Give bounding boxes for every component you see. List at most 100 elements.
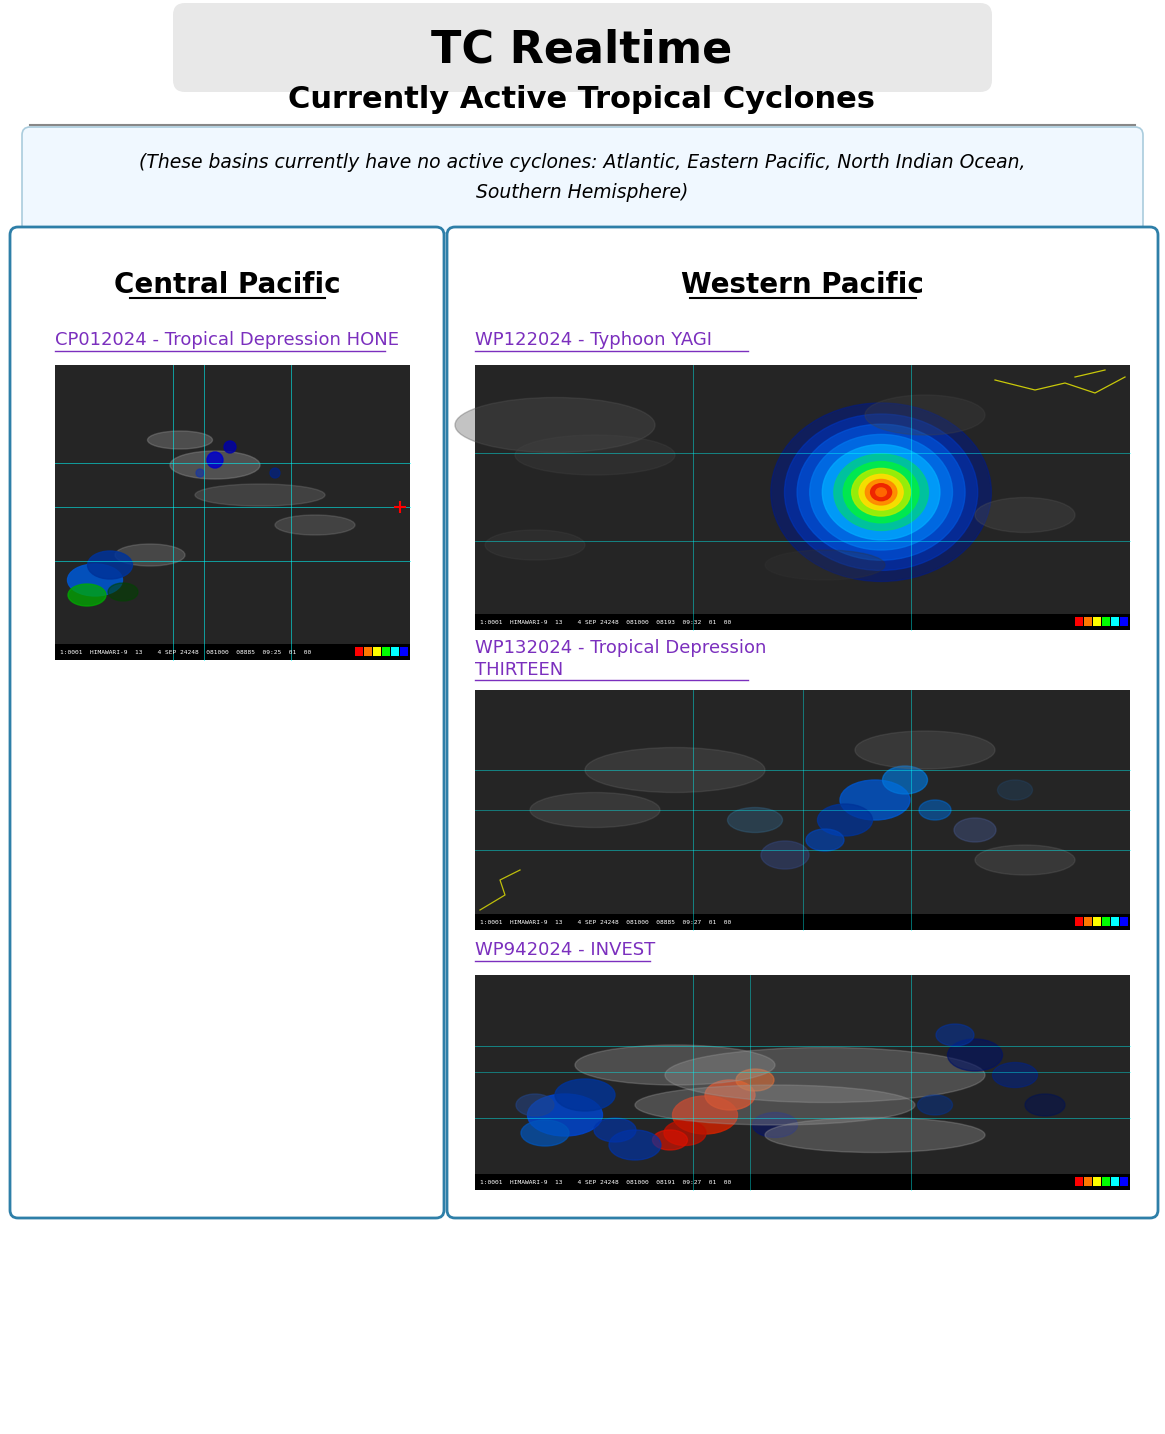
Ellipse shape <box>275 515 355 535</box>
Ellipse shape <box>810 435 953 551</box>
Ellipse shape <box>870 483 891 500</box>
Ellipse shape <box>918 1096 953 1116</box>
FancyBboxPatch shape <box>22 128 1143 232</box>
Ellipse shape <box>87 551 133 579</box>
Ellipse shape <box>765 551 885 579</box>
Ellipse shape <box>108 584 137 601</box>
Text: 1:0001  HIMAWARI-9  13    4 SEP 24248  081000  08885  09:27  01  00: 1:0001 HIMAWARI-9 13 4 SEP 24248 081000 … <box>480 919 732 925</box>
Ellipse shape <box>840 780 910 820</box>
Ellipse shape <box>818 804 873 836</box>
Ellipse shape <box>115 543 185 566</box>
Text: 1:0001  HIMAWARI-9  13    4 SEP 24248  081000  08191  09:27  01  00: 1:0001 HIMAWARI-9 13 4 SEP 24248 081000 … <box>480 1180 732 1184</box>
Text: Western Pacific: Western Pacific <box>680 271 924 300</box>
Ellipse shape <box>866 479 897 505</box>
Ellipse shape <box>705 1080 755 1110</box>
Bar <box>363 647 372 655</box>
Ellipse shape <box>761 840 809 869</box>
Ellipse shape <box>797 424 965 561</box>
Ellipse shape <box>456 397 655 453</box>
Ellipse shape <box>576 1045 775 1086</box>
Text: WP122024 - Typhoon YAGI: WP122024 - Typhoon YAGI <box>475 331 712 348</box>
Ellipse shape <box>515 435 675 475</box>
Ellipse shape <box>935 1024 974 1045</box>
Bar <box>1075 617 1083 627</box>
Ellipse shape <box>68 584 106 607</box>
Bar <box>475 975 1130 1190</box>
Bar <box>373 647 381 655</box>
Text: (These basins currently have no active cyclones: Atlantic, Eastern Pacific, Nort: (These basins currently have no active c… <box>139 153 1025 172</box>
Ellipse shape <box>485 531 585 561</box>
Ellipse shape <box>528 1094 602 1136</box>
Bar <box>382 647 390 655</box>
Bar <box>475 690 1130 931</box>
Bar <box>1083 1177 1092 1186</box>
Text: TC Realtime: TC Realtime <box>431 29 733 72</box>
Bar <box>475 614 1130 630</box>
Bar <box>1111 916 1120 926</box>
Circle shape <box>270 467 280 478</box>
Ellipse shape <box>997 780 1032 800</box>
Bar <box>1102 916 1110 926</box>
Circle shape <box>196 469 204 478</box>
Ellipse shape <box>843 462 919 523</box>
Ellipse shape <box>822 445 940 539</box>
Bar <box>55 644 410 660</box>
Text: WP942024 - INVEST: WP942024 - INVEST <box>475 941 655 959</box>
Circle shape <box>224 442 236 453</box>
Bar <box>1111 617 1120 627</box>
Ellipse shape <box>993 1063 1038 1087</box>
Ellipse shape <box>806 829 843 850</box>
Ellipse shape <box>975 845 1075 875</box>
Bar <box>1093 916 1101 926</box>
Bar <box>391 647 398 655</box>
Bar <box>1083 916 1092 926</box>
Bar <box>1083 617 1092 627</box>
Ellipse shape <box>736 1068 774 1091</box>
Ellipse shape <box>852 469 911 516</box>
Text: 1:0001  HIMAWARI-9  13    4 SEP 24248  081000  08885  09:25  01  00: 1:0001 HIMAWARI-9 13 4 SEP 24248 081000 … <box>61 650 311 654</box>
Ellipse shape <box>530 793 661 827</box>
Ellipse shape <box>672 1096 737 1134</box>
Ellipse shape <box>594 1119 636 1141</box>
Bar <box>1102 617 1110 627</box>
Bar <box>475 913 1130 931</box>
Ellipse shape <box>954 817 996 842</box>
Text: THIRTEEN: THIRTEEN <box>475 661 563 680</box>
Text: Southern Hemisphere): Southern Hemisphere) <box>475 184 689 202</box>
Bar <box>1120 916 1128 926</box>
Ellipse shape <box>975 498 1075 532</box>
Bar <box>1093 1177 1101 1186</box>
Ellipse shape <box>834 455 929 531</box>
Ellipse shape <box>919 800 951 820</box>
Ellipse shape <box>555 1078 615 1111</box>
Ellipse shape <box>665 1047 984 1103</box>
Ellipse shape <box>855 731 995 769</box>
Bar <box>1120 617 1128 627</box>
Ellipse shape <box>148 432 212 449</box>
Ellipse shape <box>195 485 325 506</box>
Text: 1:0001  HIMAWARI-9  13    4 SEP 24248  081000  08193  09:32  01  00: 1:0001 HIMAWARI-9 13 4 SEP 24248 081000 … <box>480 619 732 624</box>
Text: CP012024 - Tropical Depression HONE: CP012024 - Tropical Depression HONE <box>55 331 398 348</box>
FancyBboxPatch shape <box>172 3 993 92</box>
Ellipse shape <box>609 1130 661 1160</box>
Ellipse shape <box>864 394 984 435</box>
Bar <box>355 647 363 655</box>
Bar <box>475 1174 1130 1190</box>
Ellipse shape <box>859 475 903 511</box>
Bar <box>1093 617 1101 627</box>
FancyBboxPatch shape <box>10 227 444 1217</box>
Bar <box>1120 1177 1128 1186</box>
Ellipse shape <box>664 1120 706 1146</box>
Ellipse shape <box>947 1040 1003 1071</box>
Ellipse shape <box>516 1094 555 1116</box>
Bar <box>475 366 1130 630</box>
Bar <box>1075 1177 1083 1186</box>
Ellipse shape <box>1025 1094 1065 1116</box>
Ellipse shape <box>876 488 887 496</box>
Ellipse shape <box>765 1117 984 1153</box>
Circle shape <box>207 452 223 467</box>
Bar <box>1102 1177 1110 1186</box>
Ellipse shape <box>521 1120 569 1146</box>
FancyBboxPatch shape <box>447 227 1158 1217</box>
Text: Currently Active Tropical Cyclones: Currently Active Tropical Cyclones <box>289 86 876 115</box>
